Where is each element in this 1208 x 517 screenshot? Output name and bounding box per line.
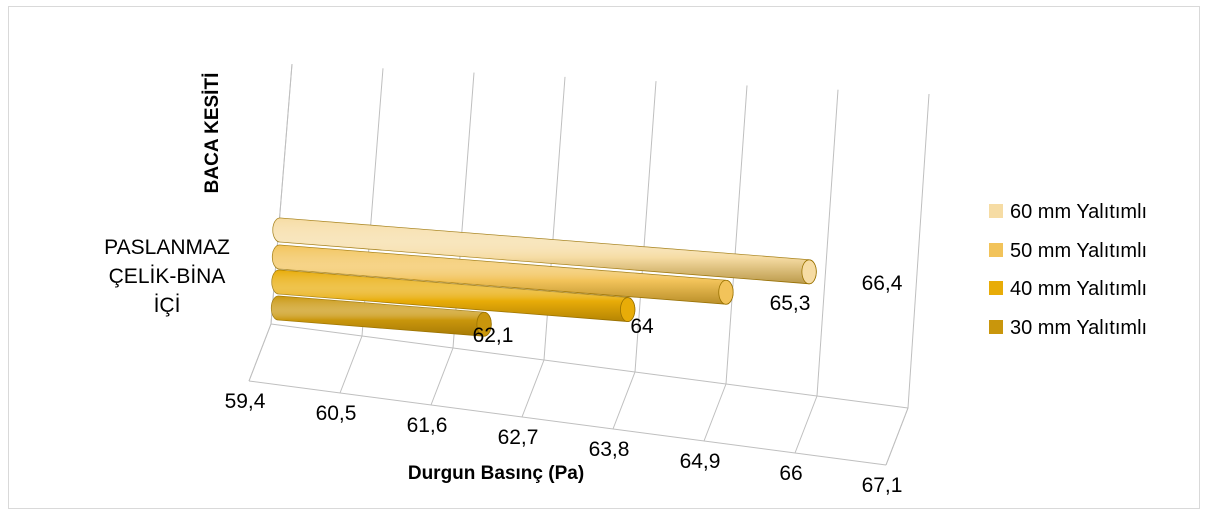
data-label: 66,4 [862,272,903,295]
floor-gridline [521,359,545,418]
bar-shading [272,218,817,284]
floor-gridline [885,407,909,466]
gridline [725,85,748,385]
gridlines [248,63,930,466]
legend-item: 60 mm Yalıtımlı [1010,201,1147,223]
bar-cap [620,297,636,322]
data-label: 65,3 [770,292,811,315]
floor-back-edge [270,323,909,409]
floor-gridline [612,371,636,430]
x-tick-label: 63,8 [589,438,630,461]
gridline [907,93,930,409]
data-label: 64 [630,315,654,338]
legend-item: 50 mm Yalıtımlı [1010,240,1147,262]
floor-front-edge [248,380,887,466]
legend-item: 40 mm Yalıtımlı [1010,278,1147,300]
bar-shading [272,245,734,305]
legend-swatch [989,204,1003,218]
floor-gridline [794,395,818,454]
data-label: 62,1 [473,324,514,347]
legend-swatch [989,243,1003,257]
chart-area: 59,4 60,5 61,6 62,7 63,8 64,9 66 67,1 62,1 64 65,3… [8,6,1200,509]
gridline [634,81,657,373]
y-axis-title: BACA KESİTİ [202,73,223,194]
x-tick-label: 62,7 [498,426,539,449]
bars [270,217,817,337]
x-axis-title: Durgun Basınç (Pa) [408,463,584,484]
x-tick-label: 66 [779,462,802,485]
floor-gridline [703,383,727,442]
x-tick-label: 59,4 [225,390,266,413]
category-label: İÇİ [154,294,181,317]
labels: 59,4 60,5 61,6 62,7 63,8 64,9 66 67,1 62,1 64 65,3… [104,73,903,497]
floor-gridline [248,323,272,382]
bar-cap [718,279,734,305]
x-tick-label: 60,5 [316,402,357,425]
x-tick-label: 67,1 [862,474,903,497]
floor-gridline [430,347,454,406]
bar-chart: 59,4 60,5 61,6 62,7 63,8 64,9 66 67,1 62,1 64 65,3… [104,63,1147,497]
legend: 60 mm Yalıtımlı 50 mm Yalıtımlı 40 mm Yalı… [989,201,1147,339]
floor-gridline [339,335,363,394]
x-tick-label: 64,9 [680,450,721,473]
legend-item: 30 mm Yalıtımlı [1010,317,1147,339]
category-label: PASLANMAZ [104,236,230,259]
bar-cap [476,311,492,337]
legend-swatch [989,281,1003,295]
bar-shading [271,296,492,337]
legend-swatch [989,320,1003,334]
gridline [816,89,839,397]
gridline [543,76,566,361]
category-label: ÇELİK-BİNA [109,265,226,288]
bar-shading [271,270,635,322]
x-tick-label: 61,6 [407,414,448,437]
bar-cap [801,259,817,285]
